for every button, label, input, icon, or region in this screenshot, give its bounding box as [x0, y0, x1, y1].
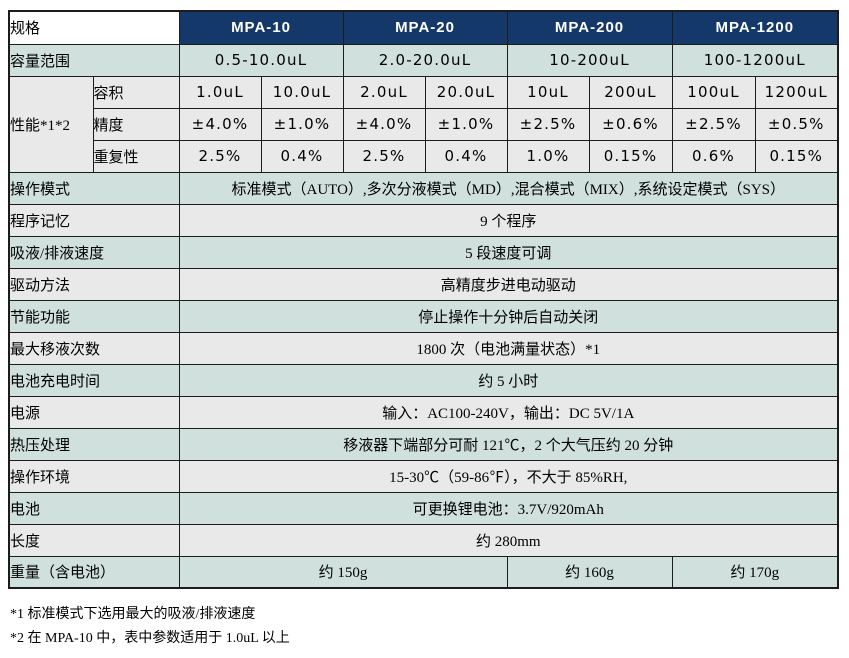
- detail-row-value: 约 5 小时: [178, 363, 839, 397]
- perf-row-accuracy: 精度 ±4.0% ±1.0% ±4.0% ±1.0% ±2.5% ±0.6% ±…: [9, 107, 839, 141]
- detail-row: 最大移液次数 1800 次（电池满量状态）*1: [8, 331, 839, 365]
- detail-row: 电池充电时间 约 5 小时: [8, 363, 839, 397]
- weight-row: 重量（含电池） 约 150g 约 160g 约 170g: [8, 555, 839, 589]
- perf-value: 0.6%: [671, 139, 756, 173]
- capacity-row: 容量范围 0.5-10.0uL 2.0-20.0uL 10-200uL 100-…: [8, 43, 839, 77]
- perf-value: ±0.6%: [588, 107, 673, 141]
- detail-row: 热压处理 移液器下端部分可耐 121℃，2 个大气压约 20 分钟: [8, 427, 839, 461]
- footnote: *1 标准模式下选用最大的吸液/排液速度: [10, 607, 256, 622]
- perf-value: ±1.0%: [424, 107, 508, 141]
- detail-row-label: 操作模式: [8, 171, 180, 205]
- perf-value: ±1.0%: [260, 107, 344, 141]
- detail-row: 电池 可更换锂电池：3.7V/920mAh: [8, 491, 839, 525]
- perf-value: ±4.0%: [342, 107, 426, 141]
- perf-value: 0.4%: [260, 139, 344, 173]
- detail-row: 长度 约 280mm: [8, 523, 839, 557]
- detail-row: 程序记忆 9 个程序: [8, 203, 839, 237]
- detail-row-label: 电池充电时间: [8, 363, 180, 397]
- weight-label: 重量（含电池）: [8, 555, 180, 589]
- detail-row-label: 电源: [8, 395, 180, 429]
- model-header-mpa-200: MPA-200: [506, 10, 673, 45]
- capacity-label: 容量范围: [8, 43, 180, 77]
- perf-row-repeatability: 重复性 2.5% 0.4% 2.5% 0.4% 1.0% 0.15% 0.6% …: [9, 139, 839, 173]
- detail-row: 操作环境 15-30℃（59-86℉），不大于 85%RH,: [8, 459, 839, 493]
- detail-row-label: 最大移液次数: [8, 331, 180, 365]
- detail-row-label: 驱动方法: [8, 267, 180, 301]
- detail-row-label: 长度: [8, 523, 180, 557]
- capacity-value: 100-1200uL: [671, 43, 839, 77]
- model-header-mpa-1200: MPA-1200: [671, 10, 839, 45]
- perf-value: 1200uL: [754, 75, 839, 109]
- perf-row-volume: 性能*1*2 容积 1.0uL 10.0uL 2.0uL 20.0uL 10uL…: [8, 75, 839, 173]
- detail-row-value: 高精度步进电动驱动: [178, 267, 839, 301]
- perf-value: 2.5%: [342, 139, 426, 173]
- detail-row-label: 电池: [8, 491, 180, 525]
- capacity-value: 2.0-20.0uL: [342, 43, 508, 77]
- perf-value: 2.0uL: [342, 75, 426, 109]
- perf-subrow-label: 重复性: [92, 139, 180, 173]
- detail-row-label: 节能功能: [8, 299, 180, 333]
- weight-value: 约 170g: [671, 555, 839, 589]
- detail-row-label: 吸液/排液速度: [8, 235, 180, 269]
- detail-row-value: 约 280mm: [178, 523, 839, 557]
- weight-value: 约 150g: [178, 555, 508, 589]
- perf-value: 0.15%: [588, 139, 673, 173]
- footnote: *2 在 MPA-10 中，表中参数适用于 1.0uL 以上: [10, 631, 290, 646]
- perf-value: 2.5%: [178, 139, 262, 173]
- model-header-mpa-20: MPA-20: [342, 10, 508, 45]
- footnotes: *1 标准模式下选用最大的吸液/排液速度 *2 在 MPA-10 中，表中参数适…: [10, 603, 849, 651]
- detail-row-value: 输入：AC100-240V，输出：DC 5V/1A: [178, 395, 839, 429]
- detail-row-value: 5 段速度可调: [178, 235, 839, 269]
- detail-row-value: 标准模式（AUTO）,多次分液模式（MD）,混合模式（MIX）,系统设定模式（S…: [178, 171, 839, 205]
- detail-row-label: 操作环境: [8, 459, 180, 493]
- detail-row: 节能功能 停止操作十分钟后自动关闭: [8, 299, 839, 333]
- detail-row-value: 停止操作十分钟后自动关闭: [178, 299, 839, 333]
- perf-value: ±2.5%: [671, 107, 756, 141]
- detail-row: 操作模式 标准模式（AUTO）,多次分液模式（MD）,混合模式（MIX）,系统设…: [8, 171, 839, 205]
- perf-value: 1.0%: [506, 139, 590, 173]
- detail-row-value: 可更换锂电池：3.7V/920mAh: [178, 491, 839, 525]
- perf-value: 100uL: [671, 75, 756, 109]
- weight-value: 约 160g: [506, 555, 673, 589]
- detail-row-label: 热压处理: [8, 427, 180, 461]
- perf-value: 20.0uL: [424, 75, 508, 109]
- detail-row: 电源 输入：AC100-240V，输出：DC 5V/1A: [8, 395, 839, 429]
- perf-value: ±4.0%: [178, 107, 262, 141]
- perf-value: 0.4%: [424, 139, 508, 173]
- spec-table: 规格 MPA-10 MPA-20 MPA-200 MPA-1200 容量范围 0…: [8, 10, 840, 589]
- capacity-value: 0.5-10.0uL: [178, 43, 344, 77]
- header-row: 规格 MPA-10 MPA-20 MPA-200 MPA-1200: [8, 10, 839, 45]
- detail-row-value: 15-30℃（59-86℉），不大于 85%RH,: [178, 459, 839, 493]
- perf-value: 0.15%: [754, 139, 839, 173]
- performance-group-label: 性能*1*2: [8, 75, 94, 173]
- perf-value: ±0.5%: [754, 107, 839, 141]
- capacity-value: 10-200uL: [506, 43, 673, 77]
- detail-row-label: 程序记忆: [8, 203, 180, 237]
- perf-value: 1.0uL: [178, 75, 262, 109]
- perf-subrow-label: 精度: [92, 107, 180, 141]
- perf-value: 10uL: [506, 75, 590, 109]
- model-header-mpa-10: MPA-10: [178, 10, 344, 45]
- corner-cell: 规格: [8, 10, 180, 45]
- detail-row-value: 1800 次（电池满量状态）*1: [178, 331, 839, 365]
- detail-row: 驱动方法 高精度步进电动驱动: [8, 267, 839, 301]
- detail-row: 吸液/排液速度 5 段速度可调: [8, 235, 839, 269]
- detail-row-value: 移液器下端部分可耐 121℃，2 个大气压约 20 分钟: [178, 427, 839, 461]
- page: { "colors": { "header_bg": "#14386a", "h…: [0, 10, 849, 658]
- perf-subrow-label: 容积: [92, 75, 180, 109]
- detail-row-value: 9 个程序: [178, 203, 839, 237]
- perf-value: ±2.5%: [506, 107, 590, 141]
- perf-value: 10.0uL: [260, 75, 344, 109]
- perf-value: 200uL: [588, 75, 673, 109]
